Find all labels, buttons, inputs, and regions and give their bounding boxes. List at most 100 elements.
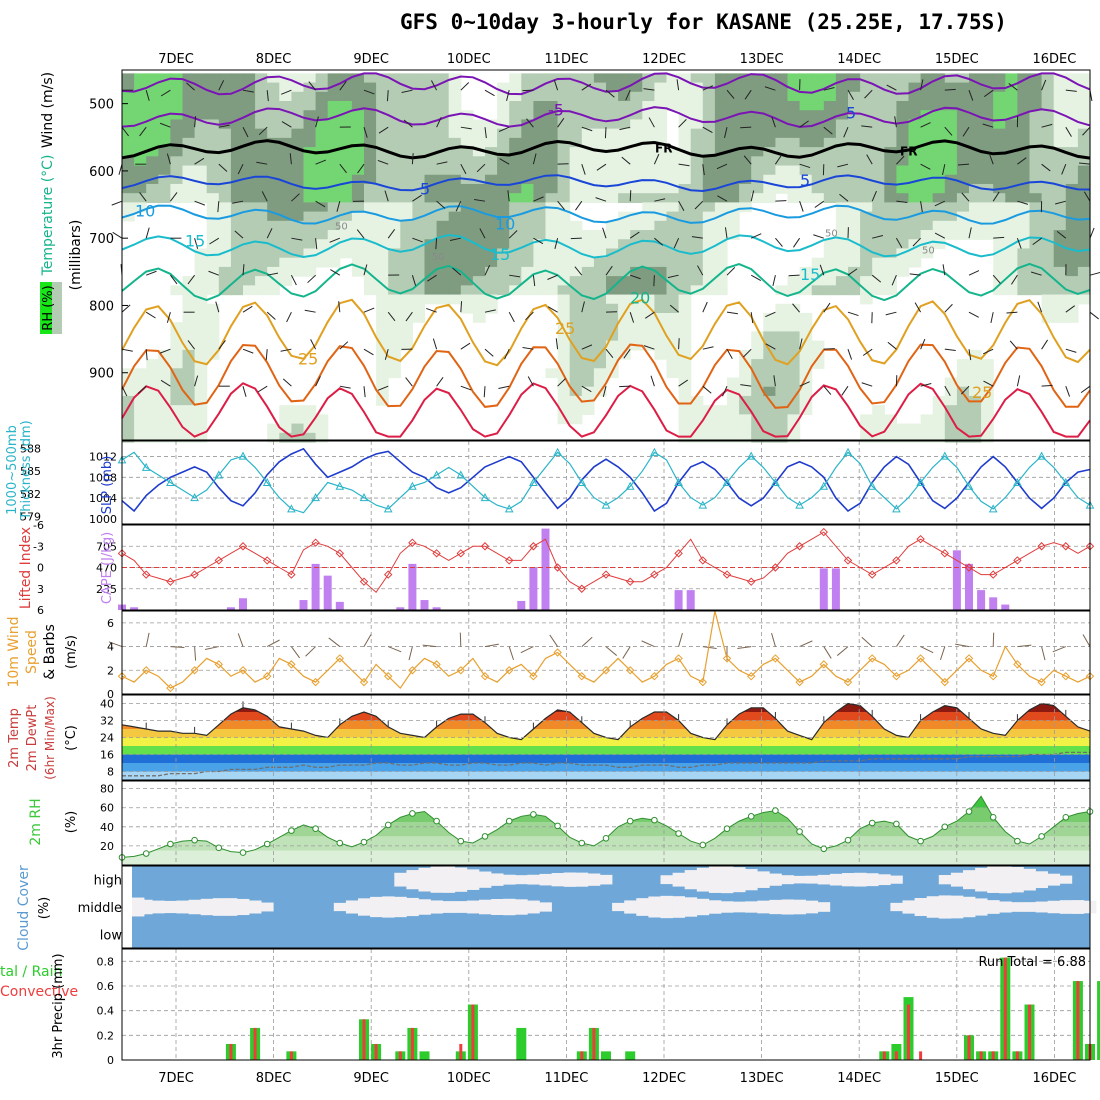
rh-cell [521,193,534,204]
rh-cell [835,285,849,296]
rh-cell [642,211,655,222]
rh-cell [206,257,220,268]
thickness-marker [432,470,441,479]
wind-barb [187,274,195,285]
rh-cell [727,230,740,240]
rh-cell [981,101,994,111]
rh-cell [690,230,704,240]
rh-cell [533,73,547,84]
rh-cell [194,276,208,286]
rh-cell [932,147,946,157]
rh-cell [848,128,861,139]
rh-cell [255,230,268,240]
cape-bar [674,590,683,610]
cloud-clear-cell [672,896,685,918]
rh-cell [134,202,147,213]
rh-cell [436,211,450,222]
wind-barb [257,385,268,393]
rh-cell [666,368,680,379]
rh-cell [1065,248,1079,259]
lifted-marker [601,570,611,579]
rh-cell [146,137,159,148]
rh-cell [230,257,244,268]
rh-cell [969,119,982,130]
rh-cell [981,230,994,240]
wind-barb [629,312,635,323]
rh-cell [267,82,280,93]
rh-cell [848,156,861,167]
rh-cell [412,174,426,185]
rh-cell [593,340,607,351]
rh-cell [569,359,583,369]
rh-cell [533,91,547,102]
rh-cell [969,128,982,139]
rh-cell [146,193,159,204]
rh-cell [944,119,958,130]
rh-cell [436,101,450,111]
rh-cell [557,266,571,277]
wind-barb [384,349,389,360]
rh-cell [412,248,426,259]
rh-cell [775,432,789,443]
rh-cell [763,414,776,425]
rh-marker [820,845,828,853]
rh-cell [158,165,171,176]
precip-convective-bar [398,1051,402,1060]
rh-cell [279,405,292,416]
rh-cell [690,73,704,84]
wind-barb [581,83,592,91]
rh-cell [993,101,1006,111]
rh-cell [799,276,813,286]
rh-cell [751,349,764,360]
wind-barb-10m [520,646,534,654]
thickness-marker [480,493,490,502]
rh-cell [593,91,607,102]
wind-barb [121,385,128,397]
wind-speed-marker [601,666,611,675]
rh-cell [690,220,704,231]
rh-cell [678,395,692,406]
rh-cell [956,183,970,194]
rh-cell [884,257,897,268]
rh-cell [944,405,958,416]
rh-cell [158,73,171,84]
rh-cell [436,156,450,167]
rh-cell [848,257,861,268]
rh-cell [134,82,147,93]
rh-cell [872,91,885,102]
wind-barb-10m [702,646,717,650]
rh-cell [351,128,365,139]
rh-cell [969,377,982,388]
slp-tick: 1004 [89,492,117,505]
rh-cell [1053,101,1067,111]
rh-cell [654,285,668,296]
rh-cell [823,174,837,185]
rh-cell [884,165,897,176]
wind-barb [1041,384,1053,387]
cloud-clear-cell [430,900,443,914]
cloud-clear-cell [261,902,274,912]
rh-cell [618,147,631,157]
rh-cell [606,322,619,333]
rh-cell [1005,257,1018,268]
rh-cell [194,395,208,406]
rh-cell [339,73,353,84]
rh-cell [533,202,547,213]
rh-cell [787,414,801,425]
wind-barb [1080,385,1091,394]
wind-barb-10m [237,633,244,647]
cloud-clear-cell [382,896,395,918]
rh-cell [811,285,825,296]
wind-barb [823,348,835,350]
wind-barb [498,385,510,389]
rh-cell [678,285,692,296]
wind-barb [242,386,247,397]
rh-cell [678,174,692,185]
rh-cell [545,220,559,231]
rh-cell [206,220,220,231]
rh-cell [666,193,680,204]
rh-cell [860,82,873,93]
rh-cell [194,110,208,121]
rh-cell [993,211,1006,222]
rh-cell [642,202,655,213]
